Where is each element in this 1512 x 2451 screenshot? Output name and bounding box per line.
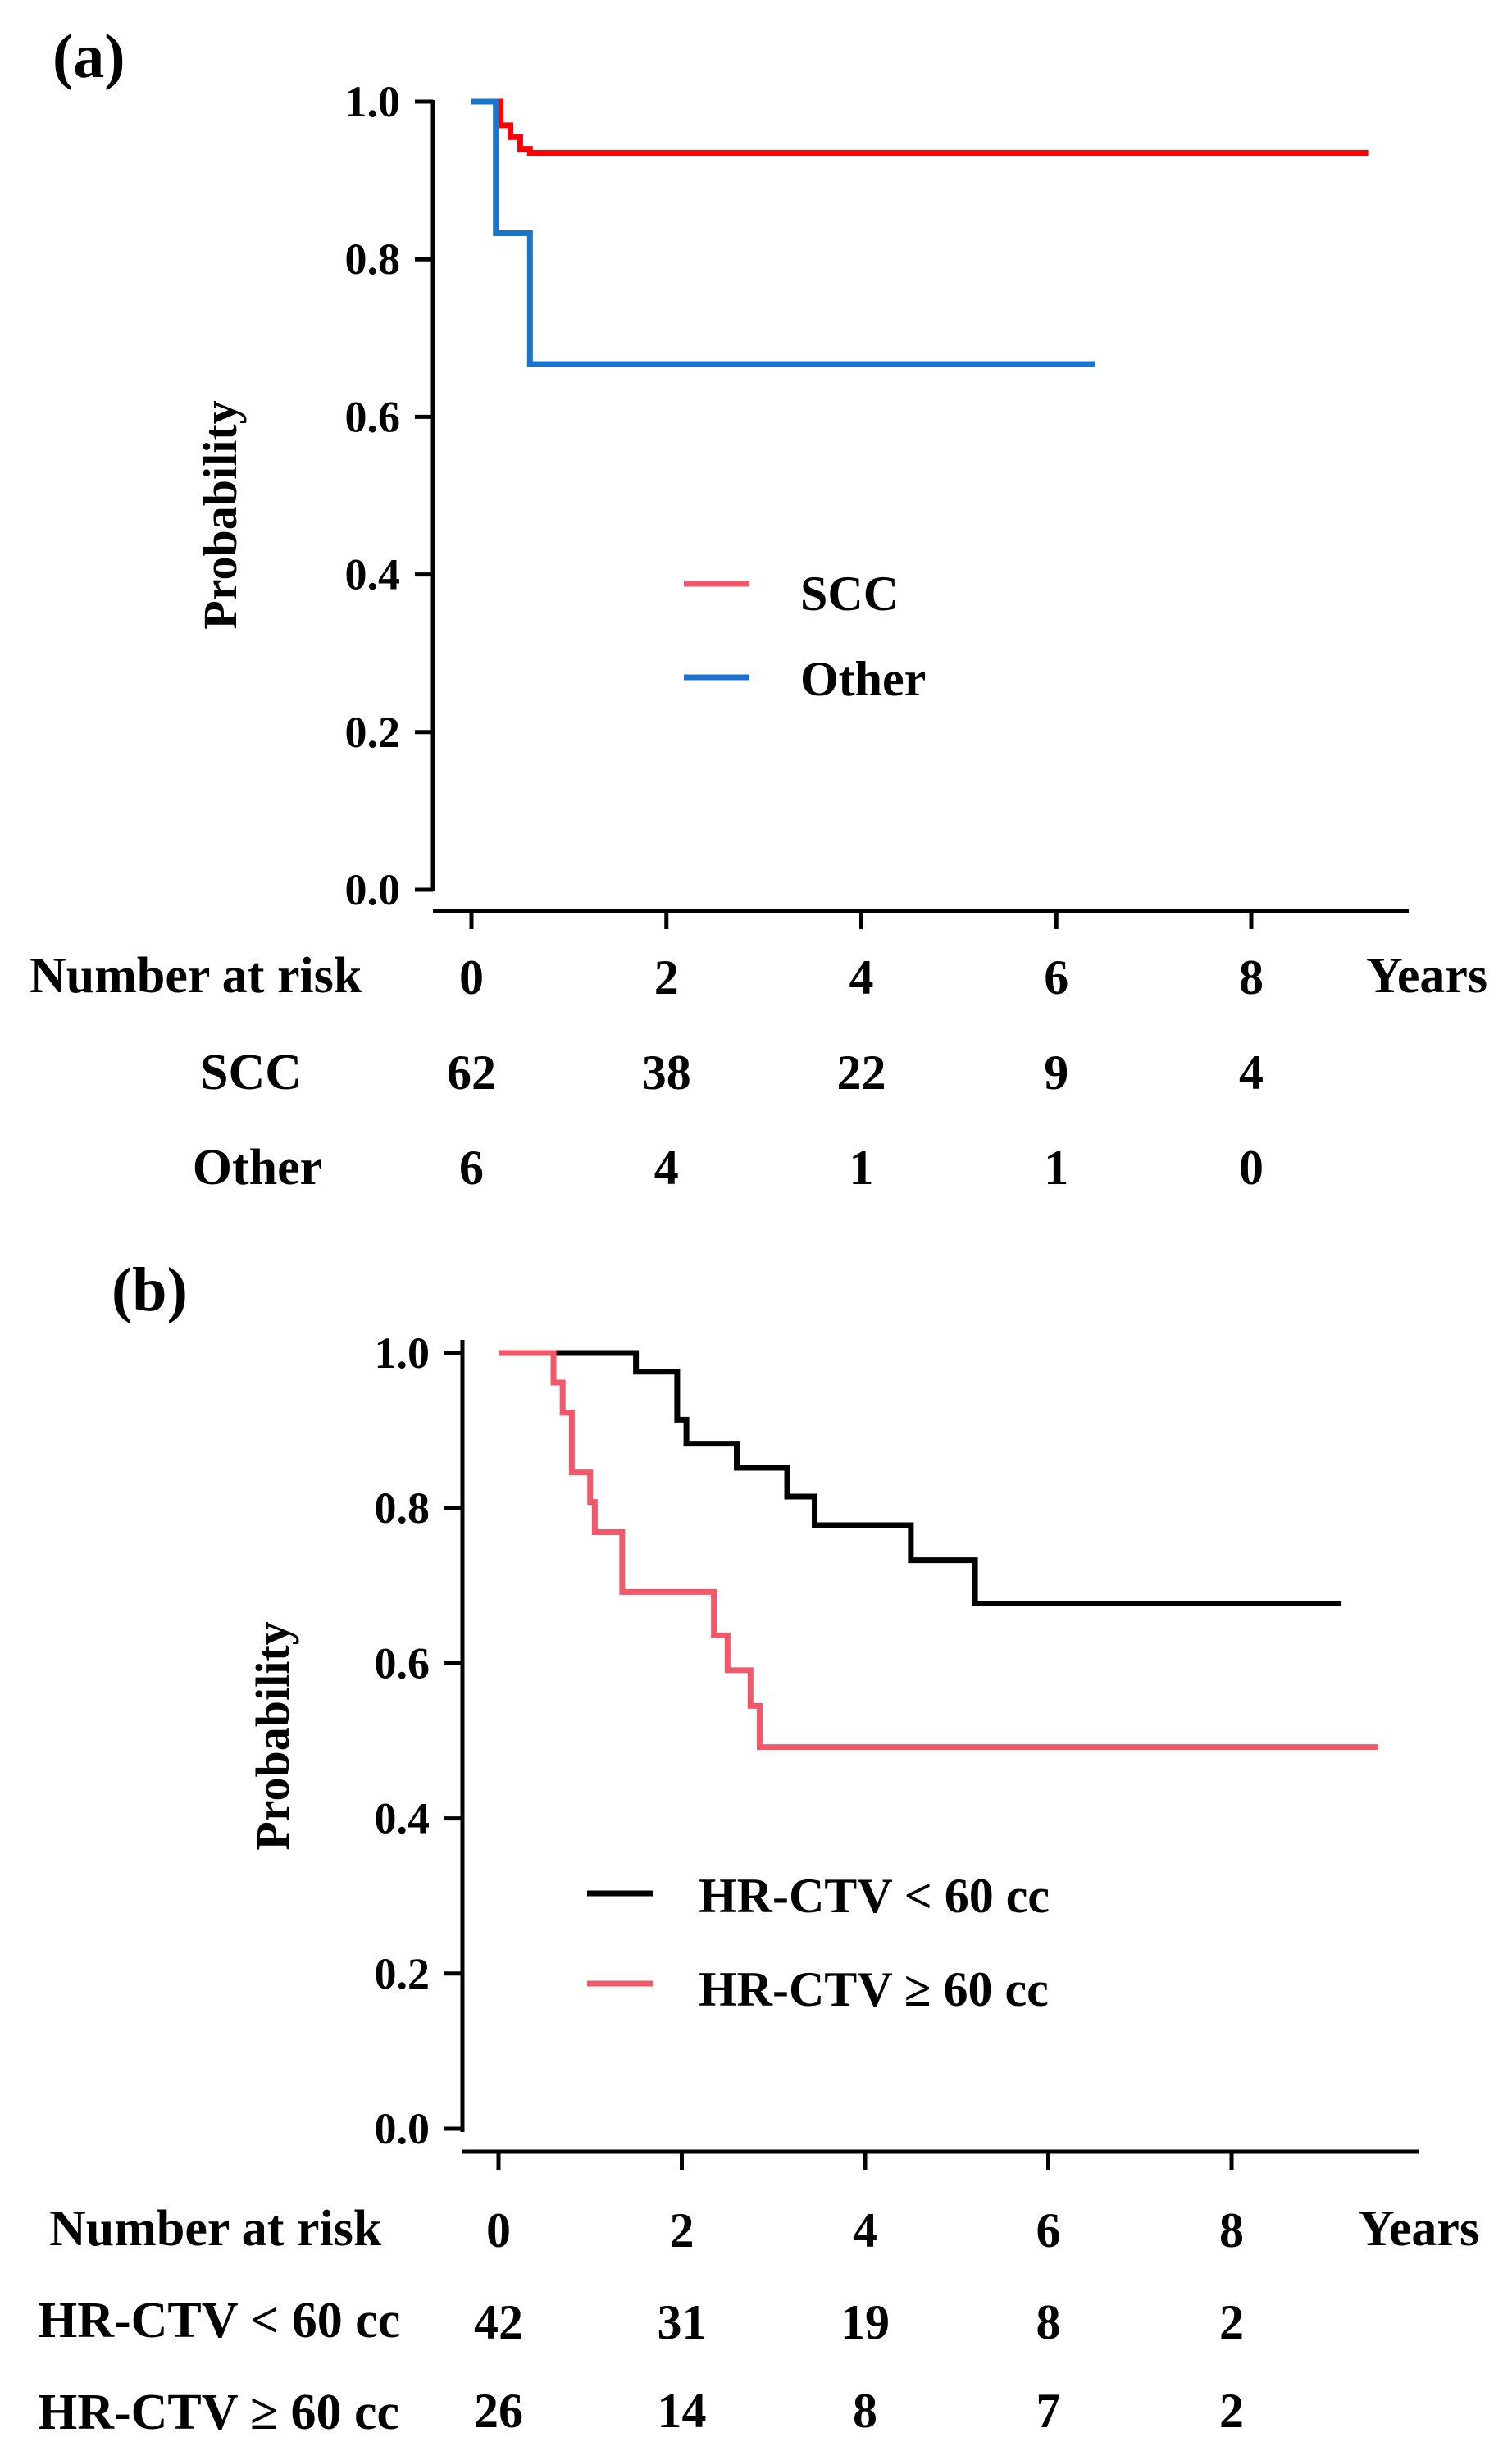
panel-b-risk-title: Number at risk [49, 2201, 382, 2257]
risk-value: 7 [1036, 2384, 1061, 2438]
risk-value: 38 [642, 1046, 691, 1100]
panel-b-risk-row-label: HR-CTV ≥ 60 cc [38, 2385, 399, 2440]
panel-a-y-ticks: 0.0 0.2 0.4 0.6 0.8 1.0 [345, 77, 433, 914]
panel-a-x-unit: Years [1366, 948, 1487, 1004]
panel-b-curves [499, 1350, 1378, 1751]
x-tick-label: 8 [1239, 950, 1264, 1005]
risk-value: 26 [474, 2384, 523, 2438]
x-tick-label: 6 [1044, 950, 1068, 1005]
panel-b-x-unit: Years [1358, 2201, 1479, 2257]
panel-a-risk-table: Number at risk Years SCC Other 62 38 22 9 46… [30, 948, 1487, 1196]
panel-b-risk-table: Number at risk Years HR-CTV < 60 cc HR-C… [38, 2201, 1479, 2440]
panel-a-legend-label-other: Other [800, 652, 926, 706]
panel-a-legend-label-scc: SCC [800, 567, 899, 621]
panel-b-risk-values: 42 31 19 8 2 26 14 8 7 2 [474, 2295, 1244, 2438]
panel-a-risk-values: 62 38 22 9 4 6 4 1 1 0 [447, 1046, 1264, 1195]
panel-b-legend: HR-CTV < 60 cc HR-CTV ≥ 60 cc [587, 1869, 1050, 2016]
x-tick-label: 2 [654, 950, 679, 1005]
panel-b-label: (b) [112, 1255, 188, 1324]
y-tick-label: 0.8 [375, 1483, 430, 1533]
risk-value: 8 [853, 2384, 877, 2438]
km-curve-hr-ctv-60-cc [499, 1350, 1378, 1751]
x-tick-label: 4 [853, 2203, 877, 2257]
panel-a-curves [471, 98, 1369, 367]
risk-value: 1 [1044, 1141, 1068, 1195]
y-tick-label: 0.0 [375, 2104, 430, 2153]
y-tick-label: 0.6 [375, 1638, 430, 1688]
panel-a-x-ticks: 0 2 4 6 8 [459, 911, 1264, 1005]
panel-b-legend-label-ge60: HR-CTV ≥ 60 cc [699, 1962, 1049, 2016]
risk-value: 0 [1239, 1141, 1264, 1195]
y-tick-label: 0.0 [345, 865, 401, 914]
risk-value: 22 [837, 1046, 886, 1100]
km-curve-other [471, 98, 1095, 367]
km-curve-hr-ctv-60-cc [499, 1350, 1342, 1607]
y-tick-label: 1.0 [375, 1328, 430, 1378]
risk-value: 6 [459, 1141, 484, 1195]
y-tick-label: 0.6 [345, 392, 401, 441]
risk-value: 31 [658, 2295, 707, 2349]
panel-a-label: (a) [52, 22, 125, 91]
risk-value: 4 [1239, 1046, 1264, 1100]
x-tick-label: 2 [670, 2203, 695, 2257]
panel-a-risk-row-label: Other [193, 1140, 322, 1196]
panel-b-legend-label-lt60: HR-CTV < 60 cc [699, 1869, 1050, 1923]
y-tick-label: 0.4 [345, 550, 401, 599]
panel-b-risk-row-label: HR-CTV < 60 cc [38, 2293, 400, 2348]
risk-value: 2 [1219, 2295, 1244, 2349]
panel-b-y-ticks: 0.0 0.2 0.4 0.6 0.8 1.0 [375, 1328, 462, 2153]
y-tick-label: 0.2 [345, 708, 401, 757]
risk-value: 2 [1219, 2384, 1244, 2438]
x-tick-label: 6 [1036, 2203, 1061, 2257]
panel-a-y-label: Probability [194, 400, 247, 629]
risk-value: 14 [658, 2384, 707, 2438]
x-tick-label: 0 [486, 2203, 511, 2257]
km-curve-scc [471, 98, 1369, 156]
y-tick-label: 0.2 [375, 1949, 430, 1998]
risk-value: 19 [840, 2295, 890, 2349]
risk-value: 42 [474, 2295, 523, 2349]
panel-a: (a) 0.0 0.2 0.4 0.6 0.8 1.0 0 2 4 6 8 Probability… [30, 22, 1487, 1196]
panel-a-risk-title: Number at risk [30, 948, 362, 1004]
risk-value: 8 [1036, 2295, 1061, 2349]
panel-a-risk-row-label: SCC [200, 1045, 302, 1100]
risk-value: 1 [849, 1141, 874, 1195]
risk-value: 4 [654, 1141, 679, 1195]
x-tick-label: 0 [459, 950, 484, 1005]
panel-b-y-label: Probability [246, 1621, 299, 1850]
y-tick-label: 0.8 [345, 235, 401, 284]
risk-value: 9 [1044, 1046, 1068, 1100]
panel-a-legend: SCC Other [684, 567, 926, 706]
x-tick-label: 4 [849, 950, 874, 1005]
x-tick-label: 8 [1219, 2203, 1244, 2257]
risk-value: 62 [447, 1046, 496, 1100]
panel-b-x-ticks: 0 2 4 6 8 [486, 2152, 1244, 2257]
panel-b: (b) 0.0 0.2 0.4 0.6 0.8 1.0 0 2 4 6 8 Probability… [38, 1255, 1479, 2440]
y-tick-label: 1.0 [345, 77, 401, 126]
y-tick-label: 0.4 [375, 1794, 430, 1843]
